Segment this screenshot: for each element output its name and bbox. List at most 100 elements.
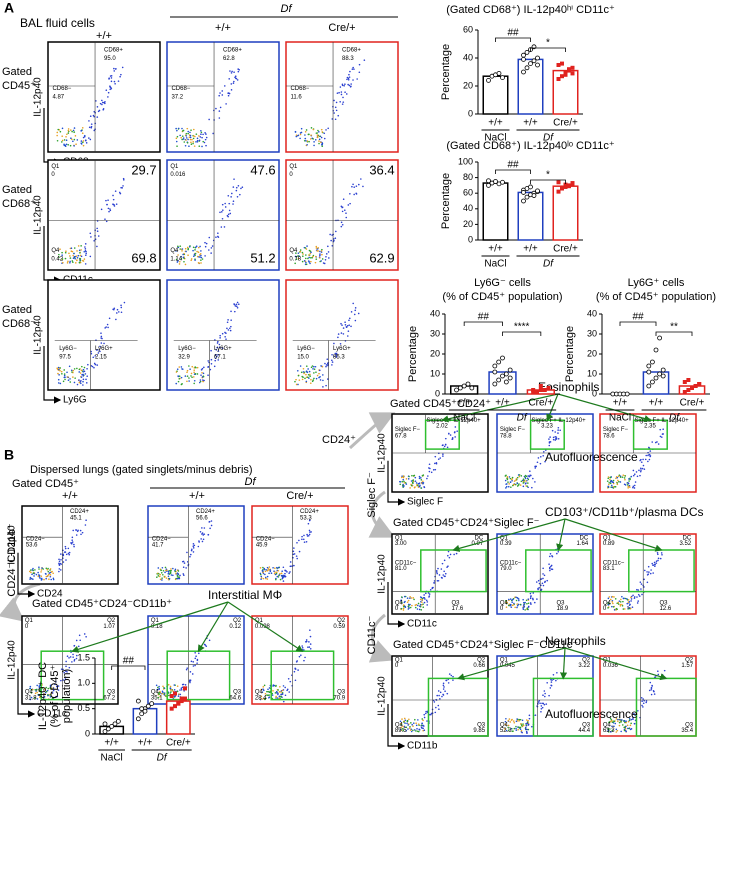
event-dot <box>212 132 214 135</box>
event-dot <box>551 568 554 571</box>
event-dot <box>334 237 337 240</box>
event-dot <box>546 681 548 684</box>
event-dot <box>227 213 230 216</box>
event-dot <box>73 138 76 141</box>
event-dot <box>72 529 75 532</box>
event-dot <box>452 679 454 681</box>
event-dot <box>80 142 83 144</box>
event-dot <box>190 549 193 552</box>
event-dot <box>184 263 187 266</box>
event-dot <box>215 107 217 110</box>
event-dot <box>618 600 621 602</box>
event-dot <box>282 580 285 582</box>
event-dot <box>71 260 74 262</box>
event-dot <box>344 321 346 324</box>
event-dot <box>170 569 172 572</box>
event-dot <box>193 128 195 131</box>
event-dot <box>539 456 542 458</box>
event-dot <box>642 698 644 700</box>
y-tick-label: 10 <box>587 368 597 378</box>
event-dot <box>105 220 108 223</box>
event-dot <box>335 353 338 356</box>
event-dot <box>518 720 520 722</box>
event-dot <box>429 589 432 591</box>
event-dot <box>227 329 230 331</box>
event-dot <box>277 693 279 696</box>
event-dot <box>280 693 282 696</box>
event-dot <box>647 573 650 576</box>
event-dot <box>175 371 178 373</box>
data-point <box>469 385 475 391</box>
data-point <box>135 698 141 704</box>
gate-value: Q4 <box>170 248 179 254</box>
event-dot <box>223 85 226 87</box>
event-dot <box>402 475 405 477</box>
event-dot <box>529 470 531 473</box>
gate-value: Ly6G+ <box>95 346 113 352</box>
data-point <box>112 721 118 727</box>
gate-title: Gated <box>2 184 32 196</box>
event-dot <box>308 641 310 643</box>
event-dot <box>83 366 86 369</box>
event-dot <box>549 436 551 438</box>
event-dot <box>327 251 330 253</box>
event-dot <box>185 250 187 253</box>
event-dot <box>511 476 514 479</box>
event-dot <box>199 245 201 248</box>
event-dot <box>643 569 646 572</box>
event-dot <box>74 257 77 260</box>
event-dot <box>226 327 228 330</box>
event-dot <box>66 133 68 136</box>
event-dot <box>624 478 626 481</box>
bar <box>517 58 544 115</box>
event-dot <box>650 693 653 696</box>
event-dot <box>423 716 426 719</box>
event-dot <box>39 696 41 698</box>
event-dot <box>517 603 520 606</box>
gate-value: 11.6 <box>290 95 302 101</box>
event-dot <box>61 135 64 137</box>
event-dot <box>345 93 348 95</box>
event-dot <box>639 474 641 477</box>
event-dot <box>609 720 612 723</box>
event-dot <box>528 717 531 720</box>
event-dot <box>410 597 413 599</box>
event-dot <box>509 481 512 483</box>
event-dot <box>425 592 427 595</box>
event-dot <box>288 572 290 575</box>
event-dot <box>182 573 185 575</box>
event-dot <box>308 254 310 256</box>
event-dot <box>513 602 515 605</box>
event-dot <box>235 186 238 189</box>
event-dot <box>442 455 444 457</box>
event-dot <box>82 260 85 262</box>
event-dot <box>55 681 57 683</box>
event-dot <box>50 578 53 581</box>
event-dot <box>636 588 638 591</box>
event-dot <box>320 141 322 144</box>
event-dot <box>68 551 71 554</box>
event-dot <box>442 694 445 696</box>
event-dot <box>103 342 105 345</box>
event-dot <box>193 544 196 547</box>
event-dot <box>272 689 274 692</box>
chart-title: (Gated CD68⁺) IL-12p40ʰⁱ CD11c⁺ <box>446 4 615 16</box>
event-dot <box>179 245 182 247</box>
event-dot <box>185 135 188 137</box>
event-dot <box>177 245 179 248</box>
event-dot <box>306 140 309 142</box>
event-dot <box>423 725 425 727</box>
gate-value: 1.07 <box>103 624 115 630</box>
event-dot <box>281 693 284 695</box>
event-dot <box>202 380 204 383</box>
y-axis-label: Percentage <box>440 173 452 229</box>
event-dot <box>329 233 331 236</box>
event-dot <box>181 135 184 137</box>
gate-value: 15.0 <box>297 355 309 361</box>
event-dot <box>423 713 426 716</box>
event-dot <box>260 695 263 698</box>
data-point <box>500 355 505 361</box>
event-dot <box>274 567 276 570</box>
x-axis-label: CD11c <box>407 619 437 630</box>
event-dot <box>205 136 208 139</box>
